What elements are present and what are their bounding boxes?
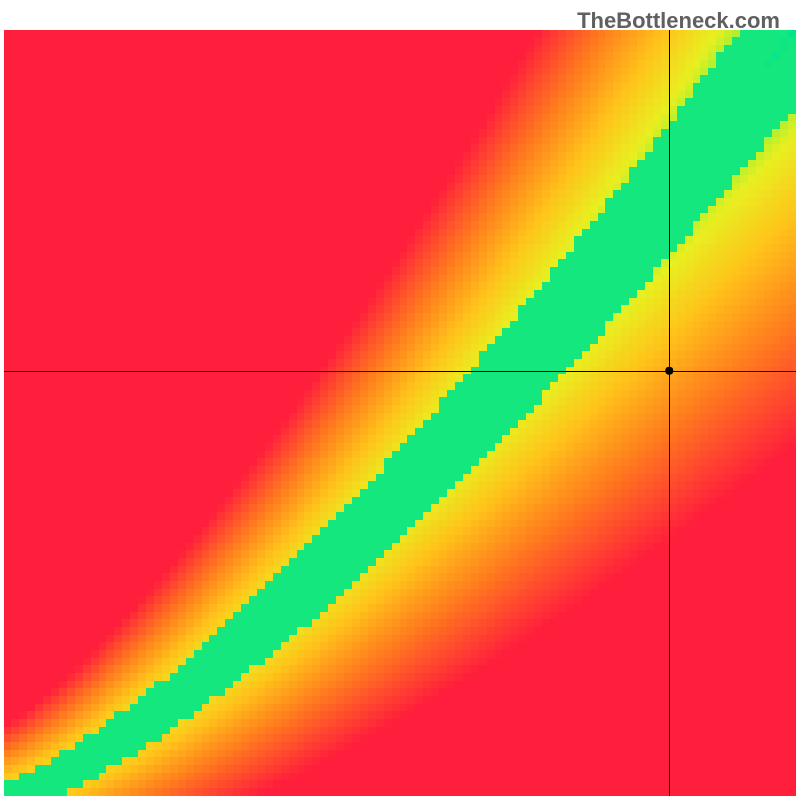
bottleneck-heatmap bbox=[4, 30, 796, 796]
watermark-text: TheBottleneck.com bbox=[577, 8, 780, 34]
root: TheBottleneck.com bbox=[0, 0, 800, 800]
plot-area bbox=[4, 30, 796, 796]
